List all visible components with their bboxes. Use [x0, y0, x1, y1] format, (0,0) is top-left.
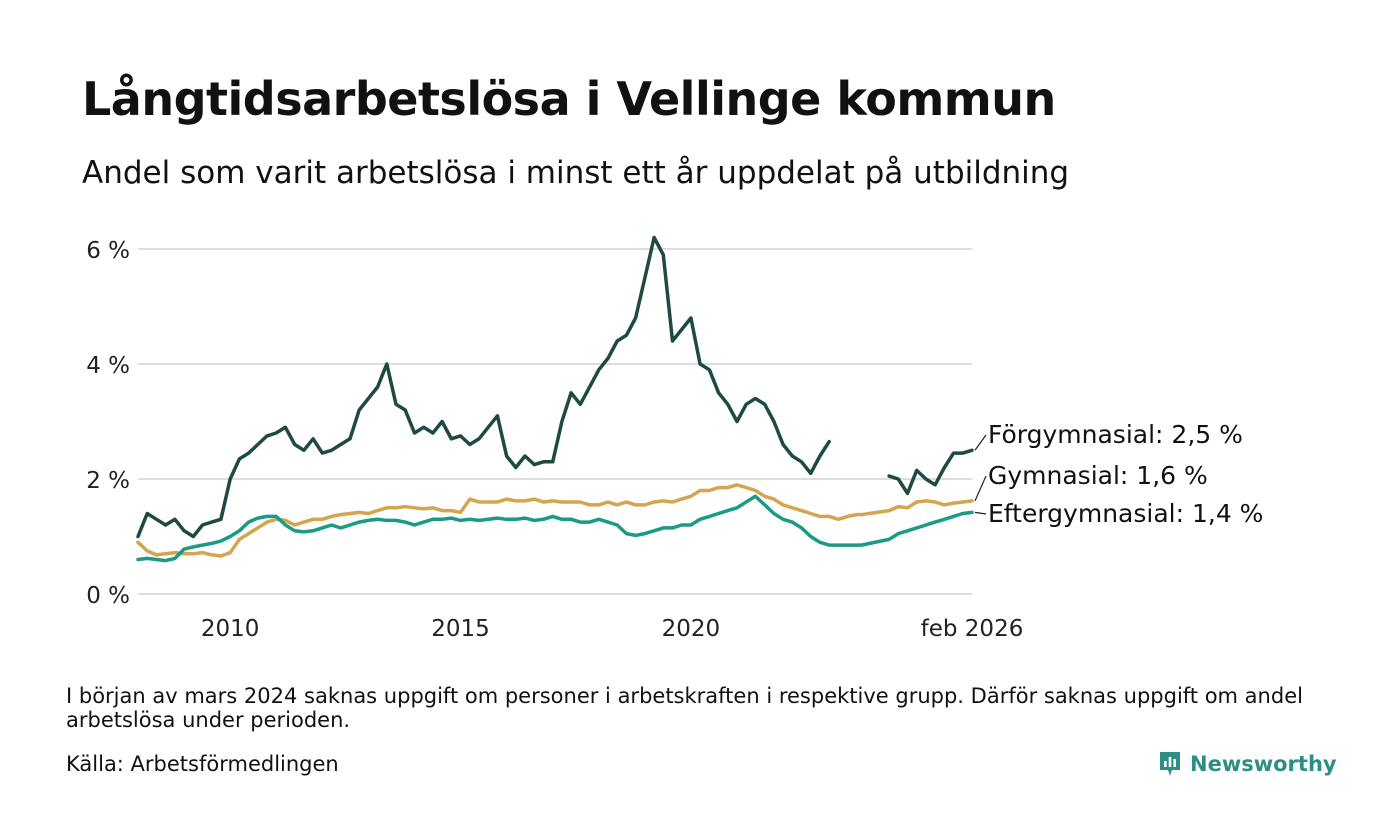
line-chart: 0 % 2 % 4 % 6 % 2010 2015 2020 feb 2026 Förgym…	[86, 235, 1263, 642]
x-tick-label: feb 2026	[921, 616, 1024, 642]
footnote: I början av mars 2024 saknas uppgift om …	[66, 684, 1303, 732]
end-label-leader	[974, 434, 987, 451]
end-label-leader	[974, 475, 987, 502]
x-axis: 2010 2015 2020 feb 2026	[201, 616, 1023, 642]
y-tick-label: 0 %	[86, 583, 130, 609]
end-label-förgymnasial: Förgymnasial: 2,5 %	[988, 420, 1243, 449]
brand-logo: Newsworthy	[1158, 748, 1337, 780]
series-line-förgymnasial	[136, 235, 831, 539]
newsworthy-logo-icon	[1160, 752, 1180, 776]
y-axis: 0 % 2 % 4 % 6 %	[86, 238, 130, 609]
chart-title: Långtidsarbetslösa i Vellinge kommun	[82, 72, 1056, 126]
chart-subtitle: Andel som varit arbetslösa i minst ett å…	[82, 155, 1070, 191]
x-tick-label: 2010	[201, 616, 260, 642]
end-label-eftergymnasial: Eftergymnasial: 1,4 %	[988, 499, 1263, 528]
x-tick-label: 2020	[662, 616, 721, 642]
end-label-gymnasial: Gymnasial: 1,6 %	[988, 461, 1208, 490]
source-note: Källa: Arbetsförmedlingen	[66, 752, 339, 776]
y-tick-label: 6 %	[86, 238, 130, 264]
y-tick-label: 4 %	[86, 353, 130, 379]
brand-name: Newsworthy	[1190, 752, 1337, 776]
end-labels: Förgymnasial: 2,5 % Gymnasial: 1,6 % Efter…	[974, 420, 1263, 528]
series-line-gymnasial	[136, 483, 974, 558]
x-tick-label: 2015	[431, 616, 490, 642]
series-line-eftergymnasial	[136, 494, 974, 563]
series-layer	[136, 235, 974, 563]
end-label-leader	[974, 511, 987, 515]
series-line-förgymnasial	[887, 448, 974, 496]
grid-layer	[138, 248, 972, 595]
y-tick-label: 2 %	[86, 468, 130, 494]
